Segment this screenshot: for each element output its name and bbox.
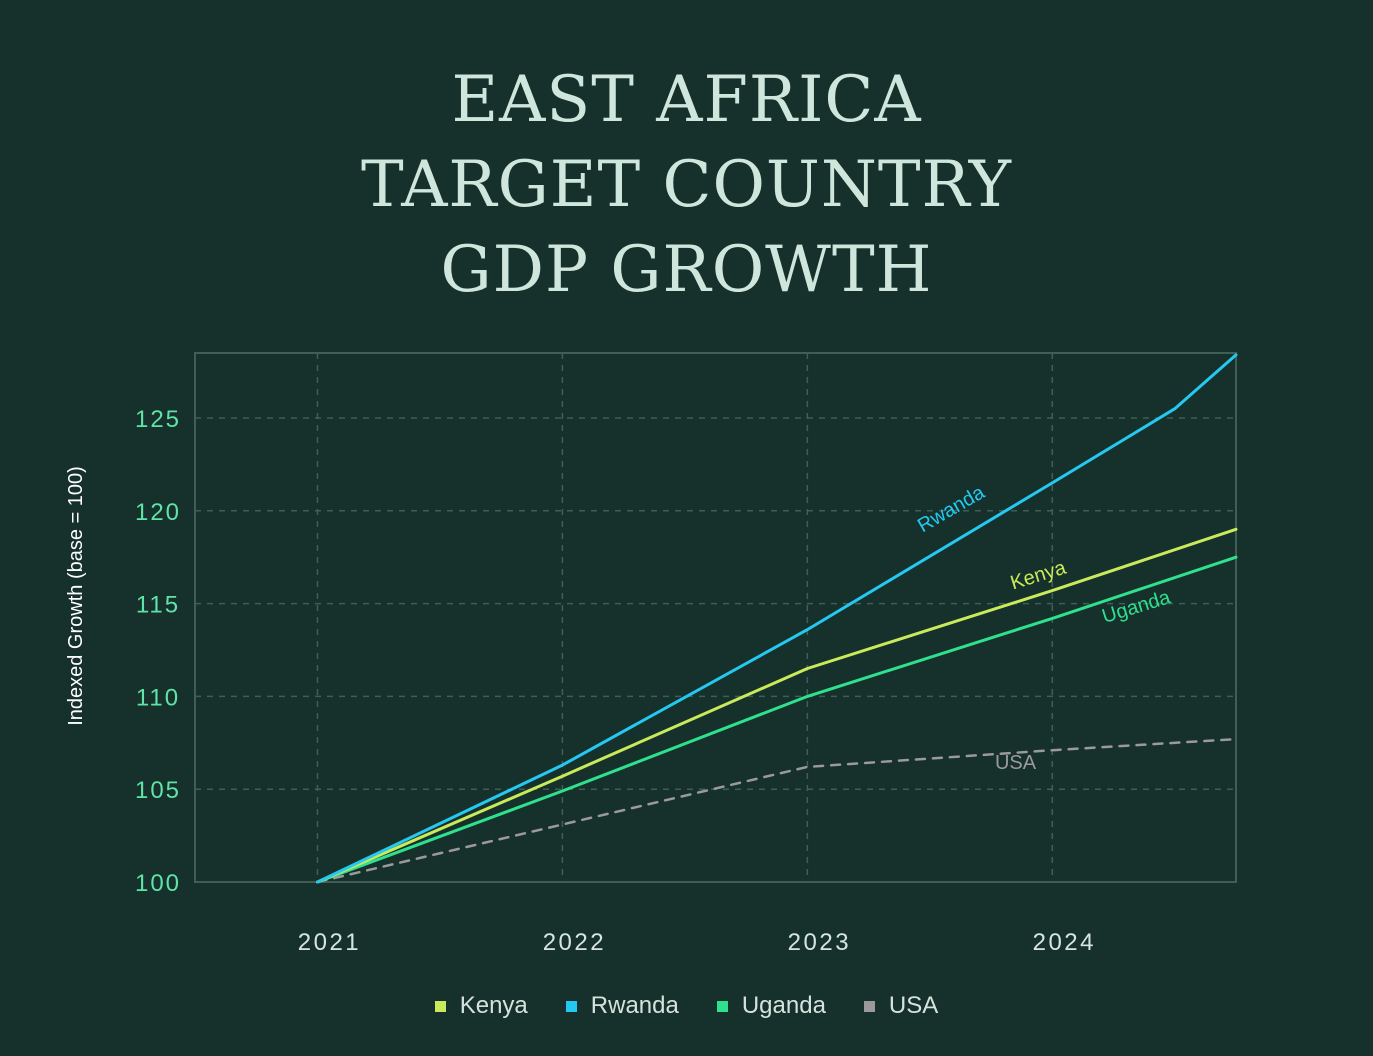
series-line-usa [316,737,1238,884]
y-axis-label: Indexed Growth (base = 100) [65,466,87,726]
chart-title: EAST AFRICA TARGET COUNTRY GDP GROWTH [0,58,1373,313]
series-label-usa: USA [995,752,1037,774]
legend-item-uganda: Uganda [716,992,826,1020]
y-tick-label-100: 100 [135,870,181,897]
x-tick-label-2024: 2024 [1033,929,1096,956]
series-line-uganda [316,555,1238,884]
y-tick-label-125: 125 [135,406,181,433]
line-chart: 100 105 110 115 120 125 2021 2022 2023 2024 Indexe… [65,352,1238,956]
legend-swatch-uganda [716,1000,728,1012]
y-tick-label-120: 120 [135,499,181,526]
legend-label-kenya: Kenya [459,992,528,1019]
y-tick-label-110: 110 [136,684,180,711]
legend-item-rwanda: Rwanda [565,992,679,1020]
legend-swatch-rwanda [565,1000,577,1012]
legend-item-usa: USA [863,992,939,1020]
y-tick-label-115: 115 [136,592,180,619]
title-line-2: TARGET COUNTRY [361,148,1012,222]
legend-swatch-usa [863,1000,875,1012]
y-tick-label-105: 105 [135,777,181,804]
legend-item-kenya: Kenya [434,992,528,1020]
series-line-kenya [316,527,1238,884]
series-line-rwanda [316,353,1238,884]
title-line-1: EAST AFRICA [451,63,922,137]
series-label-uganda: Uganda [1100,586,1174,628]
legend: Kenya Rwanda Uganda USA [0,992,1373,1020]
x-tick-label-2022: 2022 [543,929,606,956]
legend-swatch-kenya [434,1000,446,1012]
title-line-3: GDP GROWTH [440,233,933,307]
legend-label-usa: USA [888,992,939,1019]
plot-frame [194,352,1237,883]
x-tick-label-2023: 2023 [788,929,851,956]
legend-label-uganda: Uganda [741,992,826,1019]
legend-label-rwanda: Rwanda [590,992,679,1019]
x-tick-label-2021: 2021 [298,929,361,956]
